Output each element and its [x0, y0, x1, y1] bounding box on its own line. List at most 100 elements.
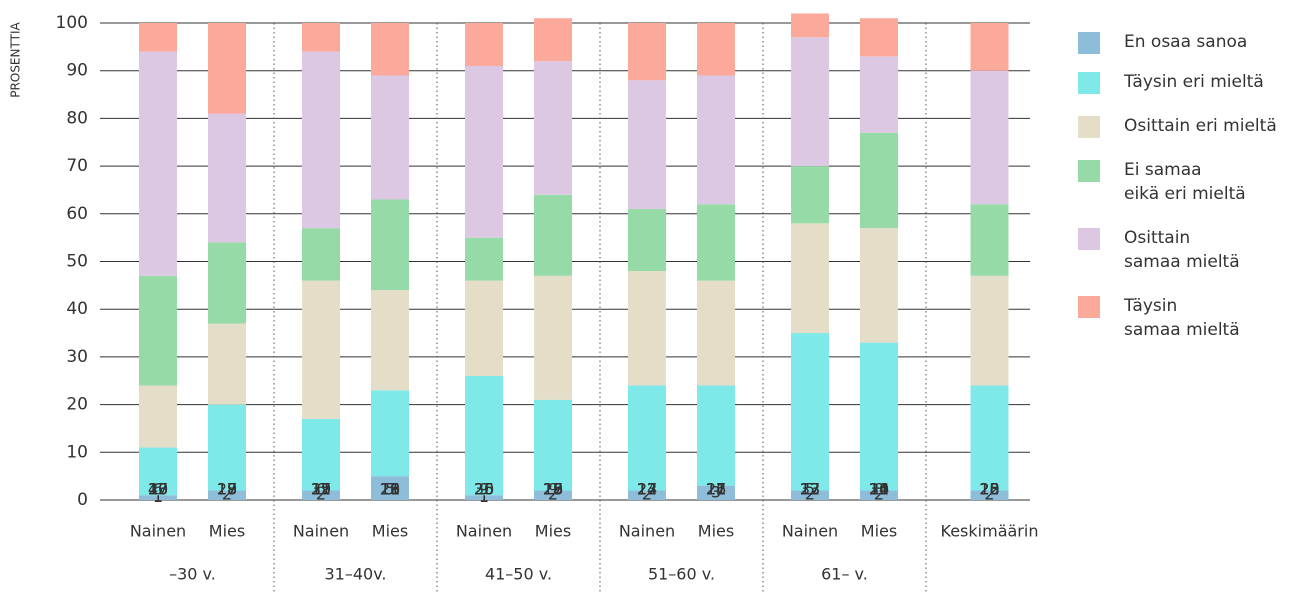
bar-segment	[465, 65, 503, 238]
value-label: 2	[222, 485, 232, 504]
bar-segment	[628, 23, 666, 81]
y-tick-label: 80	[66, 108, 88, 128]
bar-segment	[371, 75, 409, 200]
x-tick-label: Mies	[861, 522, 897, 541]
legend-item: Osittain samaa mieltä	[1078, 226, 1308, 274]
bar-segment	[139, 275, 177, 386]
bar-segment	[208, 113, 246, 243]
value-label: 12	[800, 480, 820, 499]
bar-segment	[371, 199, 409, 291]
value-label: 27	[217, 480, 237, 499]
bar-segment	[860, 490, 898, 500]
bar-segment	[628, 385, 666, 491]
value-label: 6	[316, 480, 326, 499]
value-label: 15	[311, 480, 331, 499]
value-label: 21	[380, 480, 400, 499]
legend-label: Ei samaa eikä eri mieltä	[1124, 160, 1246, 204]
value-label: 11	[380, 480, 400, 499]
value-label: 10	[148, 480, 168, 499]
bar-segment	[371, 23, 409, 76]
bar-segment	[465, 280, 503, 376]
bar-segment	[697, 280, 735, 386]
bar-segment	[860, 342, 898, 491]
chart: PROSENTTIA 0 10 20 30 40 50 60 70 80 90 100 –30 v. 3…	[9, 13, 1038, 592]
bar-segment	[791, 223, 829, 334]
value-label: 2	[548, 485, 558, 504]
value-label: 1	[153, 487, 163, 506]
legend-swatch	[1078, 72, 1100, 94]
bar-segment	[697, 75, 735, 205]
value-label: 5	[805, 480, 815, 499]
value-label: 23	[979, 480, 999, 499]
value-label: 9	[479, 480, 489, 499]
bar-segment	[860, 228, 898, 343]
y-tick-label: 90	[66, 61, 88, 81]
value-label: 3	[711, 482, 721, 501]
value-label: 9	[548, 480, 558, 499]
value-label: 21	[706, 480, 726, 499]
legend-label: En osaa sanoa	[1124, 32, 1248, 52]
value-label: 2	[874, 485, 884, 504]
value-label: 20	[474, 480, 494, 499]
value-label: 23	[148, 480, 168, 499]
bar-segment	[534, 194, 572, 276]
bar-segment	[302, 490, 340, 500]
bar-segment	[208, 23, 246, 114]
bar-segment	[791, 37, 829, 167]
y-tick-label: 40	[66, 299, 88, 319]
x-tick-label: Nainen	[619, 522, 675, 541]
bar-segment	[371, 390, 409, 477]
bar-segment	[465, 375, 503, 496]
value-label: 2	[805, 485, 815, 504]
bar-segment	[208, 404, 246, 491]
bar-segment	[208, 242, 246, 324]
bar-segment	[139, 23, 177, 52]
value-label: 2	[316, 485, 326, 504]
bar-segment	[139, 495, 177, 500]
bar-segment	[139, 447, 177, 496]
legend-item: Täysin eri mieltä	[1078, 70, 1308, 94]
bar-segment	[860, 132, 898, 229]
value-label: 16	[869, 480, 889, 499]
value-label: 27	[706, 480, 726, 499]
bar-segment	[970, 385, 1009, 491]
value-label: 28	[979, 480, 999, 499]
bar-segment	[697, 385, 735, 486]
value-label: 10	[979, 480, 999, 499]
group-label: 41–50 v.	[485, 565, 552, 584]
y-tick-label: 100	[56, 13, 88, 33]
x-tick-label: Mies	[372, 522, 408, 541]
bar-segment	[860, 18, 898, 57]
value-label: 33	[800, 480, 820, 499]
bar-segment	[534, 490, 572, 500]
group-label: 31–40v.	[324, 565, 386, 584]
bar-segment	[970, 70, 1009, 205]
value-label: 19	[543, 480, 563, 499]
bar-segment	[371, 290, 409, 391]
value-label: 15	[979, 480, 999, 499]
value-label: 18	[380, 480, 400, 499]
y-tick-label: 10	[66, 442, 88, 462]
value-label: 36	[474, 480, 494, 499]
value-label: 8	[874, 480, 884, 499]
x-tick-label: Nainen	[293, 522, 349, 541]
value-label: 27	[637, 480, 657, 499]
y-tick-label: 20	[66, 395, 88, 415]
bar-segment	[208, 490, 246, 500]
value-label: 11	[311, 480, 331, 499]
bar-segment	[628, 209, 666, 272]
bar-segment	[860, 56, 898, 133]
bar-segment	[139, 385, 177, 448]
legend-label: Osittain eri mieltä	[1124, 116, 1277, 136]
group-label: 61– v.	[821, 565, 868, 584]
bar-segment	[791, 333, 829, 491]
bar-segment	[970, 275, 1009, 386]
bar-segment	[697, 204, 735, 281]
value-label: 28	[543, 480, 563, 499]
legend-label: Osittain samaa mieltä	[1124, 228, 1240, 272]
value-label: 26	[543, 480, 563, 499]
bar-segment	[208, 323, 246, 405]
bar-segment	[534, 61, 572, 195]
x-tick-label: Mies	[209, 522, 245, 541]
y-tick-label: 70	[66, 156, 88, 176]
